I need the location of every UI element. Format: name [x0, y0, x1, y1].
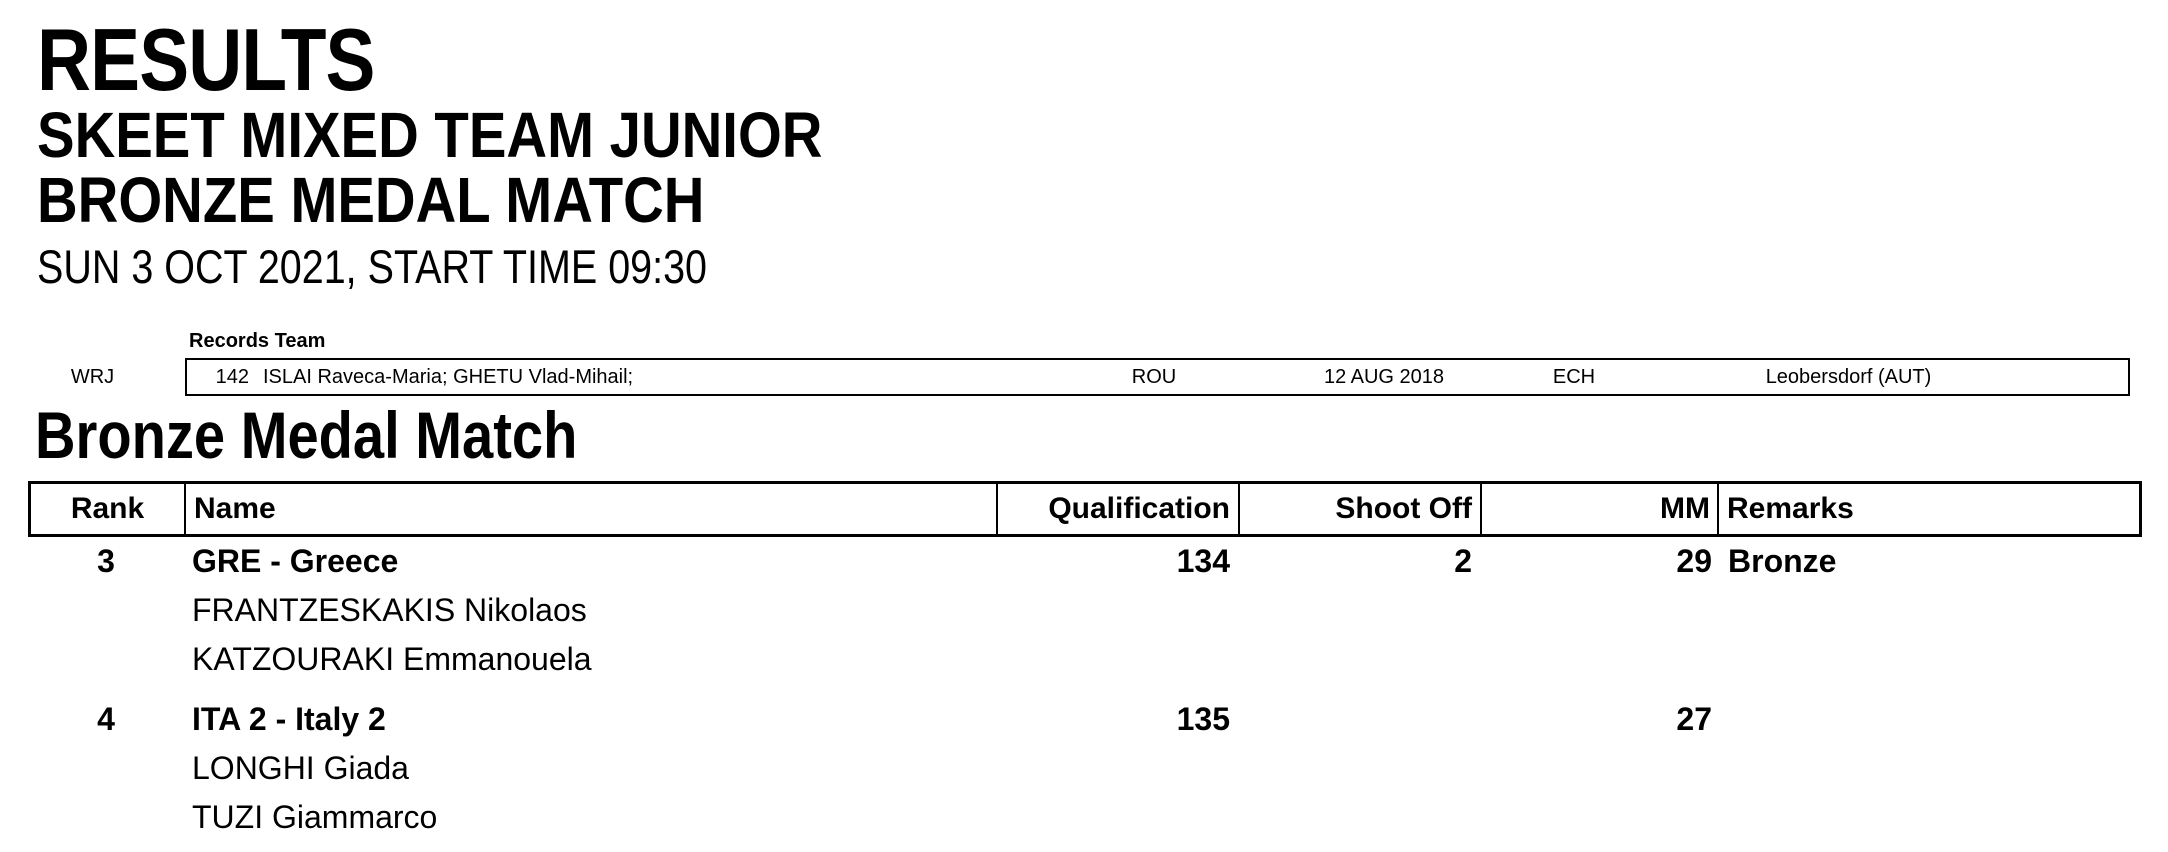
shoot-off-cell: 2 — [1454, 543, 1472, 579]
team-member-row: LONGHI Giada — [28, 744, 2142, 793]
column-header-qualification: Qualification — [996, 484, 1238, 534]
team-row: 3 GRE - Greece 134 2 29 Bronze — [28, 537, 2142, 586]
column-header-mm: MM — [1480, 484, 1717, 534]
record-nation: ROU — [1131, 365, 1177, 388]
record-type-wrj: WRJ — [70, 365, 115, 388]
member-name-cell: FRANTZESKAKIS Nikolaos — [192, 592, 587, 628]
date-start-time: SUN 3 OCT 2021, START TIME 09:30 — [37, 240, 707, 293]
member-name-cell: LONGHI Giada — [192, 750, 409, 786]
rank-cell: 3 — [97, 543, 115, 579]
section-heading: Bronze Medal Match — [35, 398, 578, 472]
team-name-cell: ITA 2 - Italy 2 — [192, 701, 386, 737]
team-member-row: KATZOURAKI Emmanouela — [28, 635, 2142, 684]
record-score: 142 — [215, 365, 249, 388]
rank-cell: 4 — [97, 701, 115, 737]
event-title: SKEET MIXED TEAM JUNIOR — [37, 99, 823, 171]
team-name-cell: GRE - Greece — [192, 543, 399, 579]
mm-cell: 27 — [1676, 701, 1712, 737]
record-row: 142 ISLAI Raveca-Maria; GHETU Vlad-Mihai… — [185, 358, 2130, 396]
member-name-cell: KATZOURAKI Emmanouela — [192, 641, 592, 677]
record-place: Leobersdorf (AUT) — [1765, 365, 1932, 388]
records-team-label: Records Team — [189, 330, 326, 352]
column-header-rank: Rank — [70, 492, 145, 525]
record-date: 12 AUG 2018 — [1323, 365, 1445, 388]
qualification-cell: 135 — [1176, 701, 1230, 737]
column-header-shoot-off: Shoot Off — [1238, 484, 1480, 534]
member-name-cell: TUZI Giammarco — [192, 799, 438, 835]
remarks-cell: Bronze — [1728, 543, 1837, 579]
results-table: Rank Name Qualification Shoot Off MM Rem… — [28, 481, 2142, 842]
table-body: 3 GRE - Greece 134 2 29 Bronze FRANTZESK… — [28, 537, 2142, 842]
match-title: BRONZE MEDAL MATCH — [37, 164, 705, 236]
column-header-remarks: Remarks — [1717, 484, 2139, 534]
record-event: ECH — [1552, 365, 1596, 388]
record-holders: ISLAI Raveca-Maria; GHETU Vlad-Mihail; — [263, 365, 634, 388]
page-title: RESULTS — [37, 10, 375, 109]
qualification-cell: 134 — [1176, 543, 1230, 579]
mm-cell: 29 — [1676, 543, 1712, 579]
team-member-row: TUZI Giammarco — [28, 793, 2142, 842]
team-member-row: FRANTZESKAKIS Nikolaos — [28, 586, 2142, 635]
table-header-row: Rank Name Qualification Shoot Off MM Rem… — [28, 481, 2142, 537]
team-row: 4 ITA 2 - Italy 2 135 27 — [28, 695, 2142, 744]
column-header-name: Name — [184, 484, 996, 534]
